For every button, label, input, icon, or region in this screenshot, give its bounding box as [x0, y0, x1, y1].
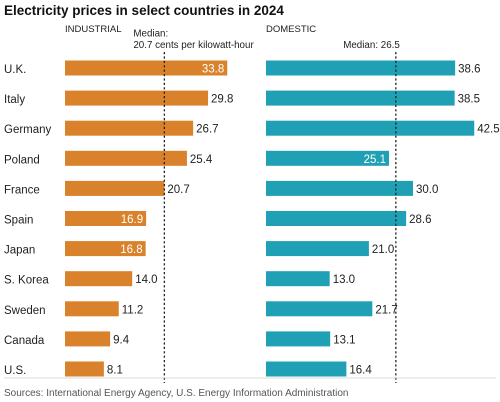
chart-title: Electricity prices in select countries i…: [4, 3, 284, 18]
bar: [266, 90, 455, 106]
category-label: Canada: [4, 335, 45, 347]
category-label: Spain: [4, 215, 33, 227]
category-label: U.S.: [4, 365, 26, 377]
panel-header: INDUSTRIAL: [65, 24, 121, 35]
data-label: 14.0: [135, 274, 157, 286]
data-label: 8.1: [107, 365, 123, 377]
category-label: France: [4, 184, 40, 196]
data-label: 13.1: [333, 334, 355, 346]
data-label: 16.9: [121, 214, 143, 226]
bar: [65, 331, 111, 347]
bar: [266, 180, 413, 196]
bar: [266, 211, 407, 226]
bar: [65, 301, 119, 317]
bar: [266, 301, 373, 317]
data-label: 16.8: [120, 244, 142, 256]
bar: [65, 271, 133, 287]
data-label: 21.7: [375, 304, 397, 316]
data-label: 30.0: [416, 184, 438, 196]
data-label: 42.5: [477, 124, 499, 136]
data-label: 25.4: [190, 154, 213, 166]
data-label: 25.1: [364, 154, 386, 166]
bar: [266, 361, 347, 377]
chart-panels: U.K. Italy Germany Poland France Spain Japan S.…: [4, 24, 500, 383]
category-label: Poland: [4, 154, 40, 166]
category-label: S. Korea: [4, 275, 49, 287]
bar: [266, 120, 475, 136]
chart-source: Sources: International Energy Agency, U.…: [4, 388, 348, 399]
category-label: Italy: [4, 94, 25, 106]
median-label: 20.7 cents per kilowatt-hour: [133, 40, 254, 51]
data-label: 20.7: [167, 184, 189, 196]
category-label: Sweden: [4, 305, 46, 317]
data-label: 33.8: [202, 64, 224, 76]
data-label: 28.6: [409, 214, 431, 226]
category-label: U.K.: [4, 64, 26, 76]
data-label: 11.2: [122, 304, 144, 316]
bar: [65, 60, 228, 76]
data-label: 29.8: [211, 94, 233, 106]
panel-header: DOMESTIC: [266, 24, 316, 35]
data-label: 9.4: [113, 334, 130, 346]
bar: [266, 150, 389, 166]
bar: [65, 90, 209, 106]
category-label: Japan: [4, 245, 35, 257]
data-label: 26.7: [196, 124, 218, 136]
data-label: 38.6: [458, 64, 480, 76]
bar: [266, 271, 330, 287]
bar: [65, 241, 146, 257]
data-label: 38.5: [458, 94, 480, 106]
median-label: Median:: [133, 29, 168, 40]
bar: [65, 150, 187, 166]
data-label: 13.0: [333, 274, 355, 286]
bar: [266, 60, 456, 76]
bar: [65, 180, 165, 196]
median-label: Median: 26.5: [343, 40, 400, 51]
bar: [65, 211, 147, 226]
bar: [266, 241, 369, 257]
data-label: 21.0: [372, 244, 394, 256]
category-label: Germany: [4, 124, 52, 136]
data-label: 16.4: [349, 365, 372, 377]
bar: [65, 120, 194, 136]
bar: [266, 331, 331, 347]
bar: [65, 361, 104, 377]
